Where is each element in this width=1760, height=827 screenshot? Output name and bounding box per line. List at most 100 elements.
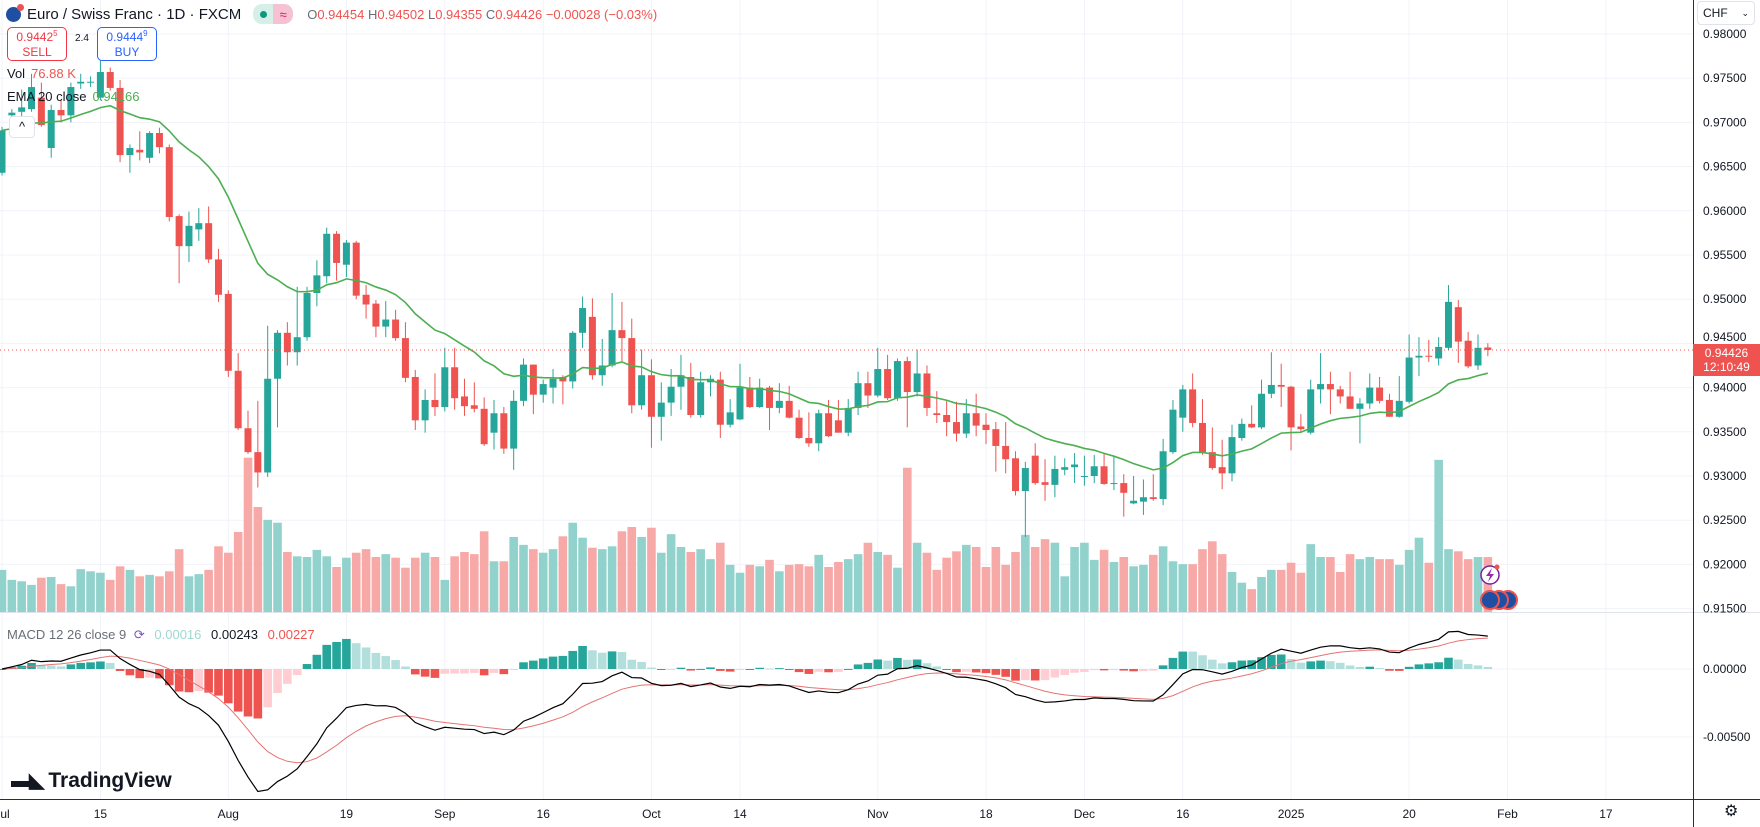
candle-body [1277, 384, 1285, 387]
macd-pane [0, 630, 1493, 793]
chevron-down-icon: ⌄ [1741, 8, 1749, 18]
volume-bar [7, 579, 17, 612]
candle-body [962, 413, 970, 434]
eu-flag-event-icon[interactable] [1480, 590, 1500, 610]
candle-body [579, 308, 587, 333]
events-icons[interactable] [1480, 564, 1518, 610]
symbol-title[interactable]: Euro / Swiss Franc · 1D · FXCM [27, 5, 242, 23]
macd-histogram-bar [332, 642, 341, 669]
refresh-icon[interactable]: ⟳ [133, 627, 145, 642]
macd-histogram-bar [440, 669, 450, 674]
tradingview-logo[interactable]: ▬◣ TradingView [11, 769, 172, 793]
macd-histogram-bar [450, 669, 459, 674]
macd-histogram-bar [489, 669, 499, 673]
volume-bar [283, 552, 292, 612]
macd-histogram-bar [1070, 669, 1079, 673]
candle-body [1444, 301, 1452, 348]
candle-body [1179, 389, 1187, 418]
candle-body [1061, 467, 1069, 470]
price-axis[interactable]: 0.98000 0.97500 0.97000 0.96500 0.96000 0.955… [1703, 27, 1747, 616]
candle-body [1484, 347, 1492, 350]
ema-line [1, 104, 1489, 471]
macd-histogram-bar [224, 669, 233, 704]
macd-histogram-bar [174, 669, 184, 692]
price-tick-label: 0.94500 [1703, 330, 1747, 344]
volume-bar [391, 557, 400, 612]
volume-bar [37, 577, 46, 612]
market-status[interactable]: ≈ [253, 4, 294, 24]
candle-body [766, 387, 774, 408]
candle-body [608, 330, 616, 366]
volume-bar [863, 542, 873, 612]
volume-bar [824, 567, 833, 612]
candle-body [569, 332, 577, 382]
volume-bar [716, 542, 725, 612]
candle-body [342, 242, 350, 265]
candle-body [155, 133, 163, 148]
ema-legend-value: 0.94166 [92, 89, 140, 104]
candle-body [1258, 393, 1266, 428]
candle-body [1267, 384, 1275, 394]
volume-bar [725, 564, 735, 612]
volume-bar [981, 567, 991, 612]
macd-histogram-bar [1060, 669, 1070, 676]
volume-bar [676, 547, 686, 612]
volume-bar [125, 569, 135, 612]
macd-histogram-bar [676, 667, 686, 669]
volume-bar [952, 551, 961, 612]
trade-panel: 0.94425 SELL 2.4 0.94449 BUY [7, 27, 157, 61]
collapse-legend-button[interactable]: ^ [9, 116, 35, 138]
time-tick-label: Sep [434, 807, 456, 821]
volume-bar [1257, 577, 1266, 612]
currency-dropdown[interactable]: CHF ⌄ [1697, 1, 1755, 25]
macd-histogram-bar [991, 669, 1001, 675]
price-tick-label: 0.95500 [1703, 248, 1747, 262]
settings-gear-icon[interactable]: ⚙ [1724, 803, 1739, 820]
volume-bar [509, 537, 518, 612]
macd-histogram-bar [1080, 669, 1089, 672]
volume-bar [145, 574, 154, 612]
volume-bar [1345, 554, 1355, 612]
volume-bar [942, 557, 951, 612]
volume-bar [489, 561, 499, 612]
ema-legend[interactable]: EMA 20 close 0.94166 [7, 89, 140, 104]
volume-bar [1385, 559, 1394, 612]
candle-body [520, 364, 528, 401]
candle-body [647, 375, 655, 417]
macd-histogram-bar [420, 669, 430, 677]
symbol-header: Euro / Swiss Franc · 1D · FXCM ≈ O0.9445… [6, 3, 657, 25]
volume-bar [814, 554, 824, 612]
candle-body [1346, 396, 1354, 409]
macd-histogram-bar [1267, 654, 1276, 669]
macd-legend[interactable]: MACD 12 26 close 9 ⟳ 0.00016 0.00243 0.0… [7, 627, 315, 642]
macd-histogram-bar [745, 669, 755, 670]
volume-bar [1070, 547, 1079, 612]
volume-legend[interactable]: Vol 76.88 K [7, 66, 76, 81]
volume-bar [627, 527, 637, 612]
macd-axis[interactable]: 0.00000 -0.00500 [1703, 662, 1751, 744]
volume-bar [902, 467, 912, 612]
volume-bar [243, 457, 253, 612]
volume-bar [115, 566, 125, 612]
macd-histogram-bar [597, 652, 607, 669]
candle-body [1415, 355, 1423, 358]
macd-histogram-bar [863, 662, 873, 669]
volume-bar [755, 566, 764, 612]
candle-body [1208, 452, 1216, 469]
volume-bar [893, 567, 902, 612]
candle-body [195, 223, 203, 230]
time-axis[interactable]: Jul 15 Aug 19 Sep 16 Oct 14 Nov 18 Dec 16 2025 20 Feb 1… [0, 807, 1613, 821]
macd-histogram-bar [1011, 669, 1020, 681]
sell-button[interactable]: 0.94425 SELL [7, 27, 67, 61]
time-tick-label: 18 [979, 807, 993, 821]
macd-histogram-bar [1404, 666, 1414, 669]
candle-body [0, 130, 6, 173]
price-tick-label: 0.94000 [1703, 381, 1747, 395]
buy-button[interactable]: 0.94449 BUY [97, 27, 157, 61]
ema-legend-label: EMA 20 close [7, 89, 87, 104]
candle-body [933, 413, 941, 416]
candle-body [18, 107, 26, 112]
buy-price-pip: 9 [143, 29, 148, 38]
volume-bar [804, 566, 814, 612]
